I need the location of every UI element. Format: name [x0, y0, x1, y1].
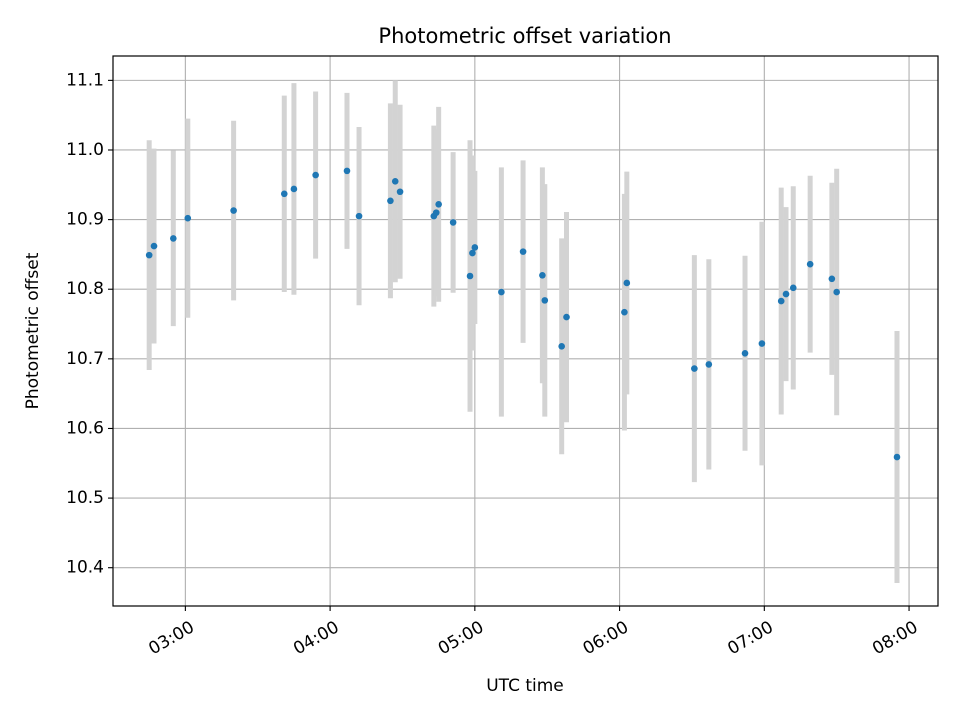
data-point [498, 288, 505, 296]
y-tick-label: 11.0 [66, 140, 104, 160]
data-point [170, 235, 177, 242]
data-point [539, 272, 546, 279]
y-tick-label: 10.8 [66, 279, 104, 299]
y-tick-label: 10.9 [66, 210, 104, 230]
x-axis-label: UTC time [486, 676, 564, 696]
data-point [621, 308, 628, 316]
data-point [789, 284, 797, 292]
data-point [312, 171, 319, 179]
data-point [541, 297, 549, 304]
data-point [355, 212, 363, 220]
data-point [290, 185, 298, 193]
data-point [471, 244, 479, 251]
chart-title: Photometric offset variation [378, 24, 671, 48]
data-point [435, 200, 442, 208]
data-point [432, 209, 440, 216]
data-point [893, 453, 901, 461]
data-point [150, 242, 158, 250]
data-point [777, 297, 785, 305]
data-point [833, 288, 840, 296]
data-point [806, 260, 814, 268]
data-point [558, 343, 565, 350]
data-point [741, 349, 749, 357]
data-point [705, 361, 713, 368]
y-axis: 10.4 10.5 10.6 10.7 10.8 10.9 11.0 11.1 [66, 70, 113, 578]
data-point [391, 178, 399, 185]
data-point [343, 167, 351, 175]
y-axis-label: Photometric offset [23, 252, 43, 409]
data-point [280, 190, 288, 198]
data-point [145, 251, 153, 259]
data-point [782, 290, 790, 298]
y-tick-label: 10.4 [66, 558, 104, 578]
data-point [691, 365, 698, 372]
y-tick-label: 10.6 [66, 418, 104, 438]
data-point [387, 197, 394, 205]
data-point [519, 248, 527, 255]
data-points [145, 167, 901, 461]
data-point [563, 313, 570, 321]
y-tick-label: 10.7 [66, 349, 104, 369]
data-point [466, 272, 474, 280]
y-tick-label: 10.5 [66, 488, 104, 508]
data-point [469, 249, 476, 257]
data-point [449, 219, 457, 226]
data-point [623, 279, 631, 287]
data-point [396, 188, 404, 196]
data-point [758, 340, 766, 347]
data-point [184, 214, 192, 222]
y-tick-label: 11.1 [66, 70, 104, 90]
data-point [828, 275, 836, 283]
data-point [230, 207, 237, 214]
plot-frame [112, 55, 939, 607]
